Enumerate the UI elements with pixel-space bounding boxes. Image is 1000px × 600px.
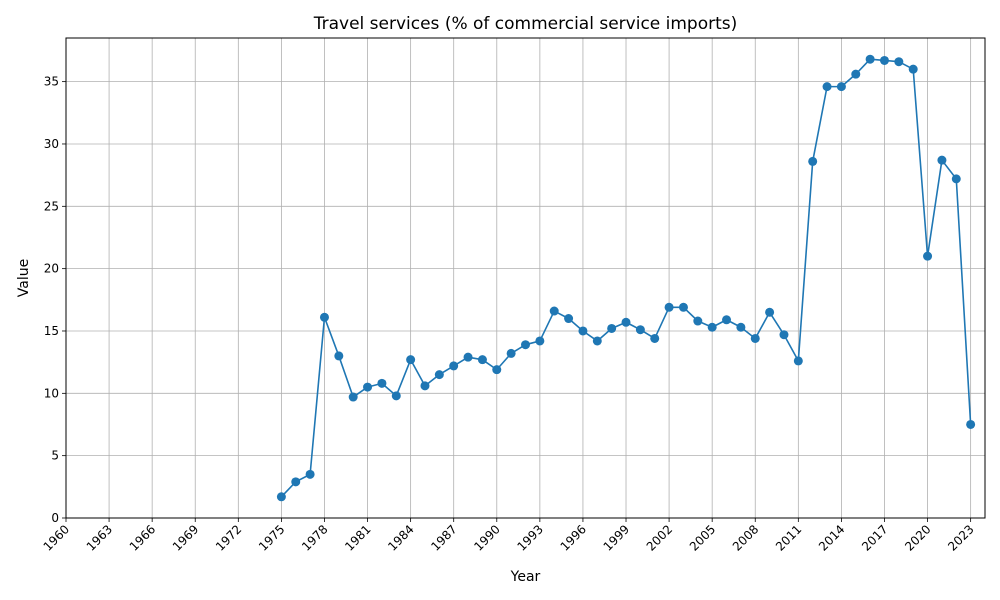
- data-point: [966, 419, 976, 429]
- y-tick-label: 25: [44, 199, 59, 213]
- y-tick-label: 15: [44, 324, 59, 338]
- data-point: [506, 348, 516, 358]
- y-tick-label: 20: [44, 262, 59, 276]
- data-point: [276, 492, 286, 502]
- data-point: [822, 82, 832, 92]
- data-point: [894, 57, 904, 67]
- data-point: [779, 330, 789, 340]
- data-point: [578, 326, 588, 336]
- data-point: [549, 306, 559, 316]
- data-point: [607, 323, 617, 333]
- data-point: [750, 333, 760, 343]
- data-point: [722, 315, 732, 325]
- data-point: [865, 54, 875, 64]
- data-point: [377, 378, 387, 388]
- data-point: [908, 64, 918, 74]
- data-point: [477, 355, 487, 365]
- x-axis-title: Year: [510, 569, 541, 585]
- data-point: [535, 336, 545, 346]
- y-tick-label: 30: [44, 137, 59, 151]
- plot-frame: [65, 37, 986, 519]
- y-tick-label: 5: [51, 449, 59, 463]
- data-point: [492, 365, 502, 375]
- data-point: [291, 477, 301, 487]
- data-point: [851, 69, 861, 79]
- data-point: [923, 251, 933, 261]
- chart-title: Travel services (% of commercial service…: [313, 14, 738, 34]
- data-point: [564, 314, 574, 324]
- y-tick-label: 35: [44, 75, 59, 89]
- y-axis-ticks: 0 5 10 15 20 25 30 35: [44, 75, 66, 525]
- data-point: [449, 361, 459, 371]
- data-point: [664, 302, 674, 312]
- data-point: [951, 174, 961, 184]
- data-point: [592, 336, 602, 346]
- data-point: [521, 340, 530, 350]
- data-point: [736, 322, 746, 332]
- data-point: [836, 82, 846, 92]
- data-point: [319, 312, 329, 322]
- data-point: [650, 333, 660, 343]
- data-point: [635, 325, 645, 335]
- data-point: [305, 469, 315, 479]
- y-tick-label: 0: [51, 511, 59, 525]
- data-point: [363, 382, 373, 392]
- data-point: [406, 355, 416, 365]
- data-point: [808, 156, 818, 166]
- data-point: [621, 317, 631, 327]
- data-point: [434, 370, 444, 380]
- data-point: [334, 351, 344, 361]
- data-point: [463, 352, 473, 362]
- data-point: [391, 391, 401, 401]
- data-point: [678, 302, 688, 312]
- data-point: [707, 322, 717, 332]
- data-point: [420, 381, 430, 391]
- y-axis-title: Value: [16, 259, 32, 297]
- data-point: [793, 356, 803, 366]
- data-point: [765, 307, 775, 317]
- data-point: [693, 316, 703, 326]
- data-point: [348, 392, 358, 402]
- y-tick-label: 10: [44, 386, 59, 400]
- data-point: [879, 55, 889, 65]
- series-layer: [276, 54, 976, 502]
- data-point: [937, 155, 947, 165]
